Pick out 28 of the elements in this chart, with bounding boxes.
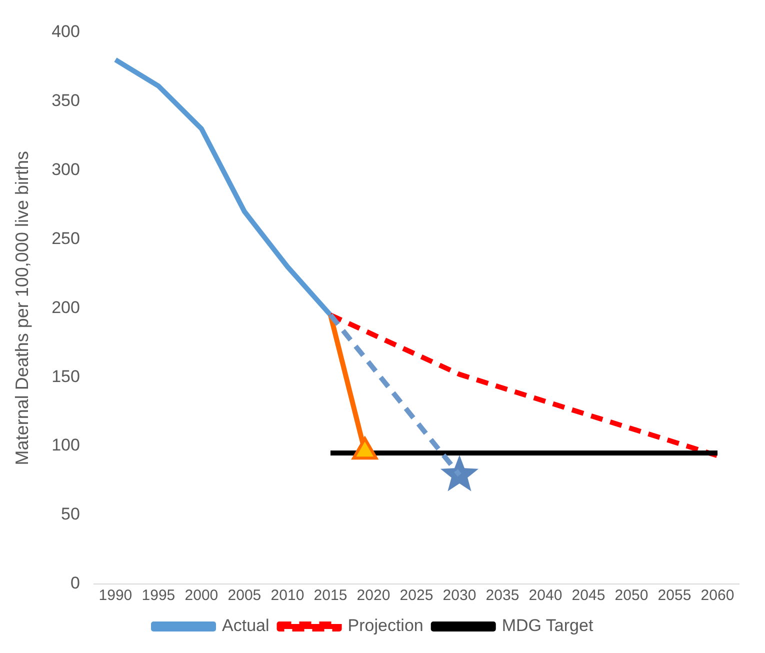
x-tick-label: 1995 <box>142 587 176 604</box>
y-axis-title: Maternal Deaths per 100,000 live births <box>12 151 32 466</box>
x-tick-label: 2055 <box>658 587 692 604</box>
x-tick-label: 1990 <box>98 587 132 604</box>
x-tick-label: 2015 <box>314 587 348 604</box>
y-tick-label: 0 <box>70 574 80 593</box>
y-tick-label: 50 <box>61 504 80 524</box>
x-tick-label: 2060 <box>700 587 734 604</box>
y-tick-label: 400 <box>52 22 80 41</box>
x-tick-label: 2000 <box>184 587 218 604</box>
x-tick-label: 2035 <box>486 587 520 604</box>
y-tick-label: 250 <box>52 228 80 248</box>
x-tick-label: 2005 <box>228 587 262 604</box>
y-tick-label: 300 <box>52 160 80 179</box>
x-tick-label: 2010 <box>270 587 304 604</box>
x-tick-label: 2050 <box>614 587 648 604</box>
y-tick-label: 150 <box>52 366 80 386</box>
legend-label: Actual <box>222 616 270 636</box>
x-tick-label: 2045 <box>572 587 606 604</box>
y-tick-label: 100 <box>52 436 80 455</box>
x-tick-label: 2025 <box>400 587 434 604</box>
x-tick-label: 2040 <box>528 587 562 604</box>
y-tick-label: 200 <box>52 298 80 317</box>
y-tick-label: 350 <box>52 90 80 110</box>
legend-label: Projection <box>348 616 424 636</box>
legend-label: MDG Target <box>502 616 594 636</box>
x-tick-label: 2020 <box>356 587 390 604</box>
x-tick-label: 2030 <box>442 587 476 604</box>
